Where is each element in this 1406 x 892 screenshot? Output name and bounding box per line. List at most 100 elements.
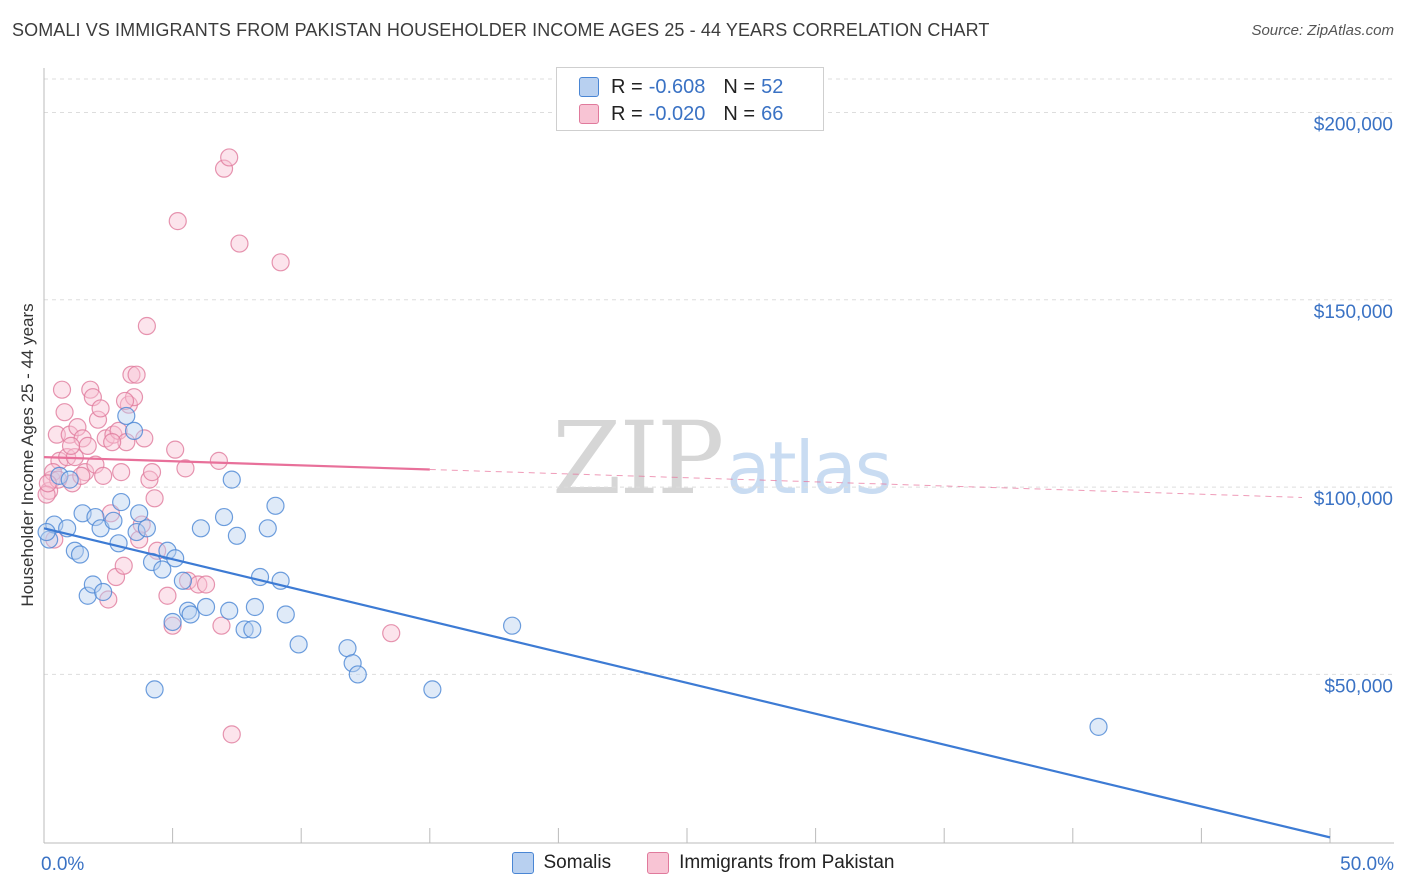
somalis-point	[245, 597, 265, 617]
series-legend: Somalis Immigrants from Pakistan	[0, 852, 1406, 874]
pakistan-point	[81, 380, 100, 399]
legend-row-pakistan: R = -0.020 N = 66	[579, 100, 783, 128]
pakistan-point	[166, 440, 185, 459]
stats-legend: R = -0.608 N = 52 R = -0.020 N = 66	[556, 67, 824, 131]
somalis-point	[86, 507, 105, 527]
pakistan-point	[52, 380, 72, 399]
pakistan-point	[94, 466, 113, 485]
legend-r-value: -0.020	[648, 102, 706, 125]
somalis-point	[124, 421, 144, 441]
y-axis-label: Householder Income Ages 25 - 44 years	[18, 303, 37, 606]
somalis-point	[117, 406, 136, 426]
pakistan-point	[135, 429, 154, 448]
pakistan-point	[55, 403, 74, 422]
somalis-point	[50, 466, 69, 485]
somalis-point	[181, 605, 200, 624]
pakistan-point	[68, 418, 87, 437]
legend-n-value: 66	[761, 102, 784, 125]
pakistan-point	[142, 463, 162, 482]
pakistan-point	[137, 316, 156, 336]
legend-swatch-pink	[579, 104, 599, 124]
pakistan-point	[101, 504, 120, 523]
pakistan-point	[209, 451, 228, 470]
somalis-point	[153, 560, 172, 579]
legend-swatch-blue	[579, 77, 599, 97]
y-tick-label: $150,000	[1314, 302, 1393, 323]
somalis-point	[214, 507, 234, 527]
trend-lines	[43, 456, 1331, 839]
pakistan-point	[88, 410, 108, 429]
somalis-point	[78, 586, 97, 605]
pakistan-point	[176, 459, 195, 478]
pakistan-point	[122, 365, 141, 384]
somalis-point	[250, 567, 270, 587]
legend-swatch-pink	[647, 852, 670, 874]
somalis-point	[503, 616, 522, 635]
pakistan-point	[115, 391, 135, 411]
somalis-point	[348, 665, 367, 684]
somalis-point	[196, 597, 216, 617]
pakistan-point	[127, 365, 146, 384]
somalis-point	[83, 575, 102, 594]
somalis-point	[37, 522, 56, 542]
pakistan-point	[61, 436, 81, 455]
legend-item-pakistan[interactable]: Immigrants from Pakistan	[647, 852, 894, 874]
legend-r-value: -0.608	[648, 75, 706, 98]
pakistan-point	[212, 616, 231, 635]
somalis-point	[112, 492, 131, 512]
pakistan-point	[72, 466, 91, 485]
legend-swatch-blue	[511, 852, 534, 874]
somalis-point	[289, 635, 308, 654]
somalis-point	[158, 541, 177, 560]
somalis-point	[70, 545, 90, 564]
somalis-point	[127, 522, 146, 542]
pakistan-point	[382, 624, 401, 643]
somalis-point	[220, 601, 239, 620]
pakistan-point	[140, 470, 159, 489]
somalis-point	[145, 680, 164, 699]
pakistan-point	[91, 399, 110, 418]
pakistan-point	[196, 575, 216, 594]
pakistan-point	[124, 388, 144, 407]
pakistan-point	[114, 556, 133, 575]
pakistan-point	[103, 433, 122, 452]
somalis-point	[173, 571, 192, 590]
legend-n-value: 52	[761, 75, 784, 98]
legend-label-somalis: Somalis	[543, 852, 612, 873]
legend-r-label: R =	[611, 102, 643, 125]
somalis-point	[343, 654, 362, 673]
legend-n-label: N =	[723, 102, 756, 125]
pakistan-point	[158, 586, 177, 605]
pakistan-trend-line-extension	[429, 468, 1303, 498]
somalis-point	[227, 526, 246, 545]
pakistan-point	[78, 436, 97, 455]
chart-title: SOMALI VS IMMIGRANTS FROM PAKISTAN HOUSE…	[12, 20, 990, 40]
pakistan-point	[214, 159, 234, 178]
somalis-point	[235, 620, 254, 639]
series-pakistan-points	[37, 148, 401, 744]
x-tick-label-max: 50.0%	[1340, 854, 1394, 875]
y-tick-label: $50,000	[1324, 676, 1393, 697]
somalis-point	[137, 519, 156, 538]
pakistan-point	[220, 148, 239, 167]
somalis-point	[276, 605, 295, 624]
somalis-point	[109, 534, 128, 553]
pakistan-point	[47, 425, 66, 444]
series-somalis-points	[37, 406, 1108, 736]
somalis-point	[258, 519, 277, 538]
somalis-point	[60, 470, 79, 489]
somalis-trend-line	[43, 527, 1331, 839]
tick-labels: $50,000 $100,000 $150,000 $200,000 0.0% 50.0%	[41, 114, 1394, 875]
pakistan-trend-line	[43, 456, 430, 471]
x-tick-label-min: 0.0%	[41, 854, 84, 875]
watermark-zip: ZIP	[552, 400, 724, 517]
legend-item-somalis[interactable]: Somalis	[511, 852, 612, 874]
somalis-point	[191, 519, 210, 538]
somalis-point	[94, 582, 113, 602]
legend-r-label: R =	[611, 75, 643, 98]
pakistan-point	[230, 234, 249, 253]
pakistan-point	[271, 253, 290, 272]
pakistan-point	[168, 212, 187, 231]
somalis-point	[104, 511, 123, 530]
